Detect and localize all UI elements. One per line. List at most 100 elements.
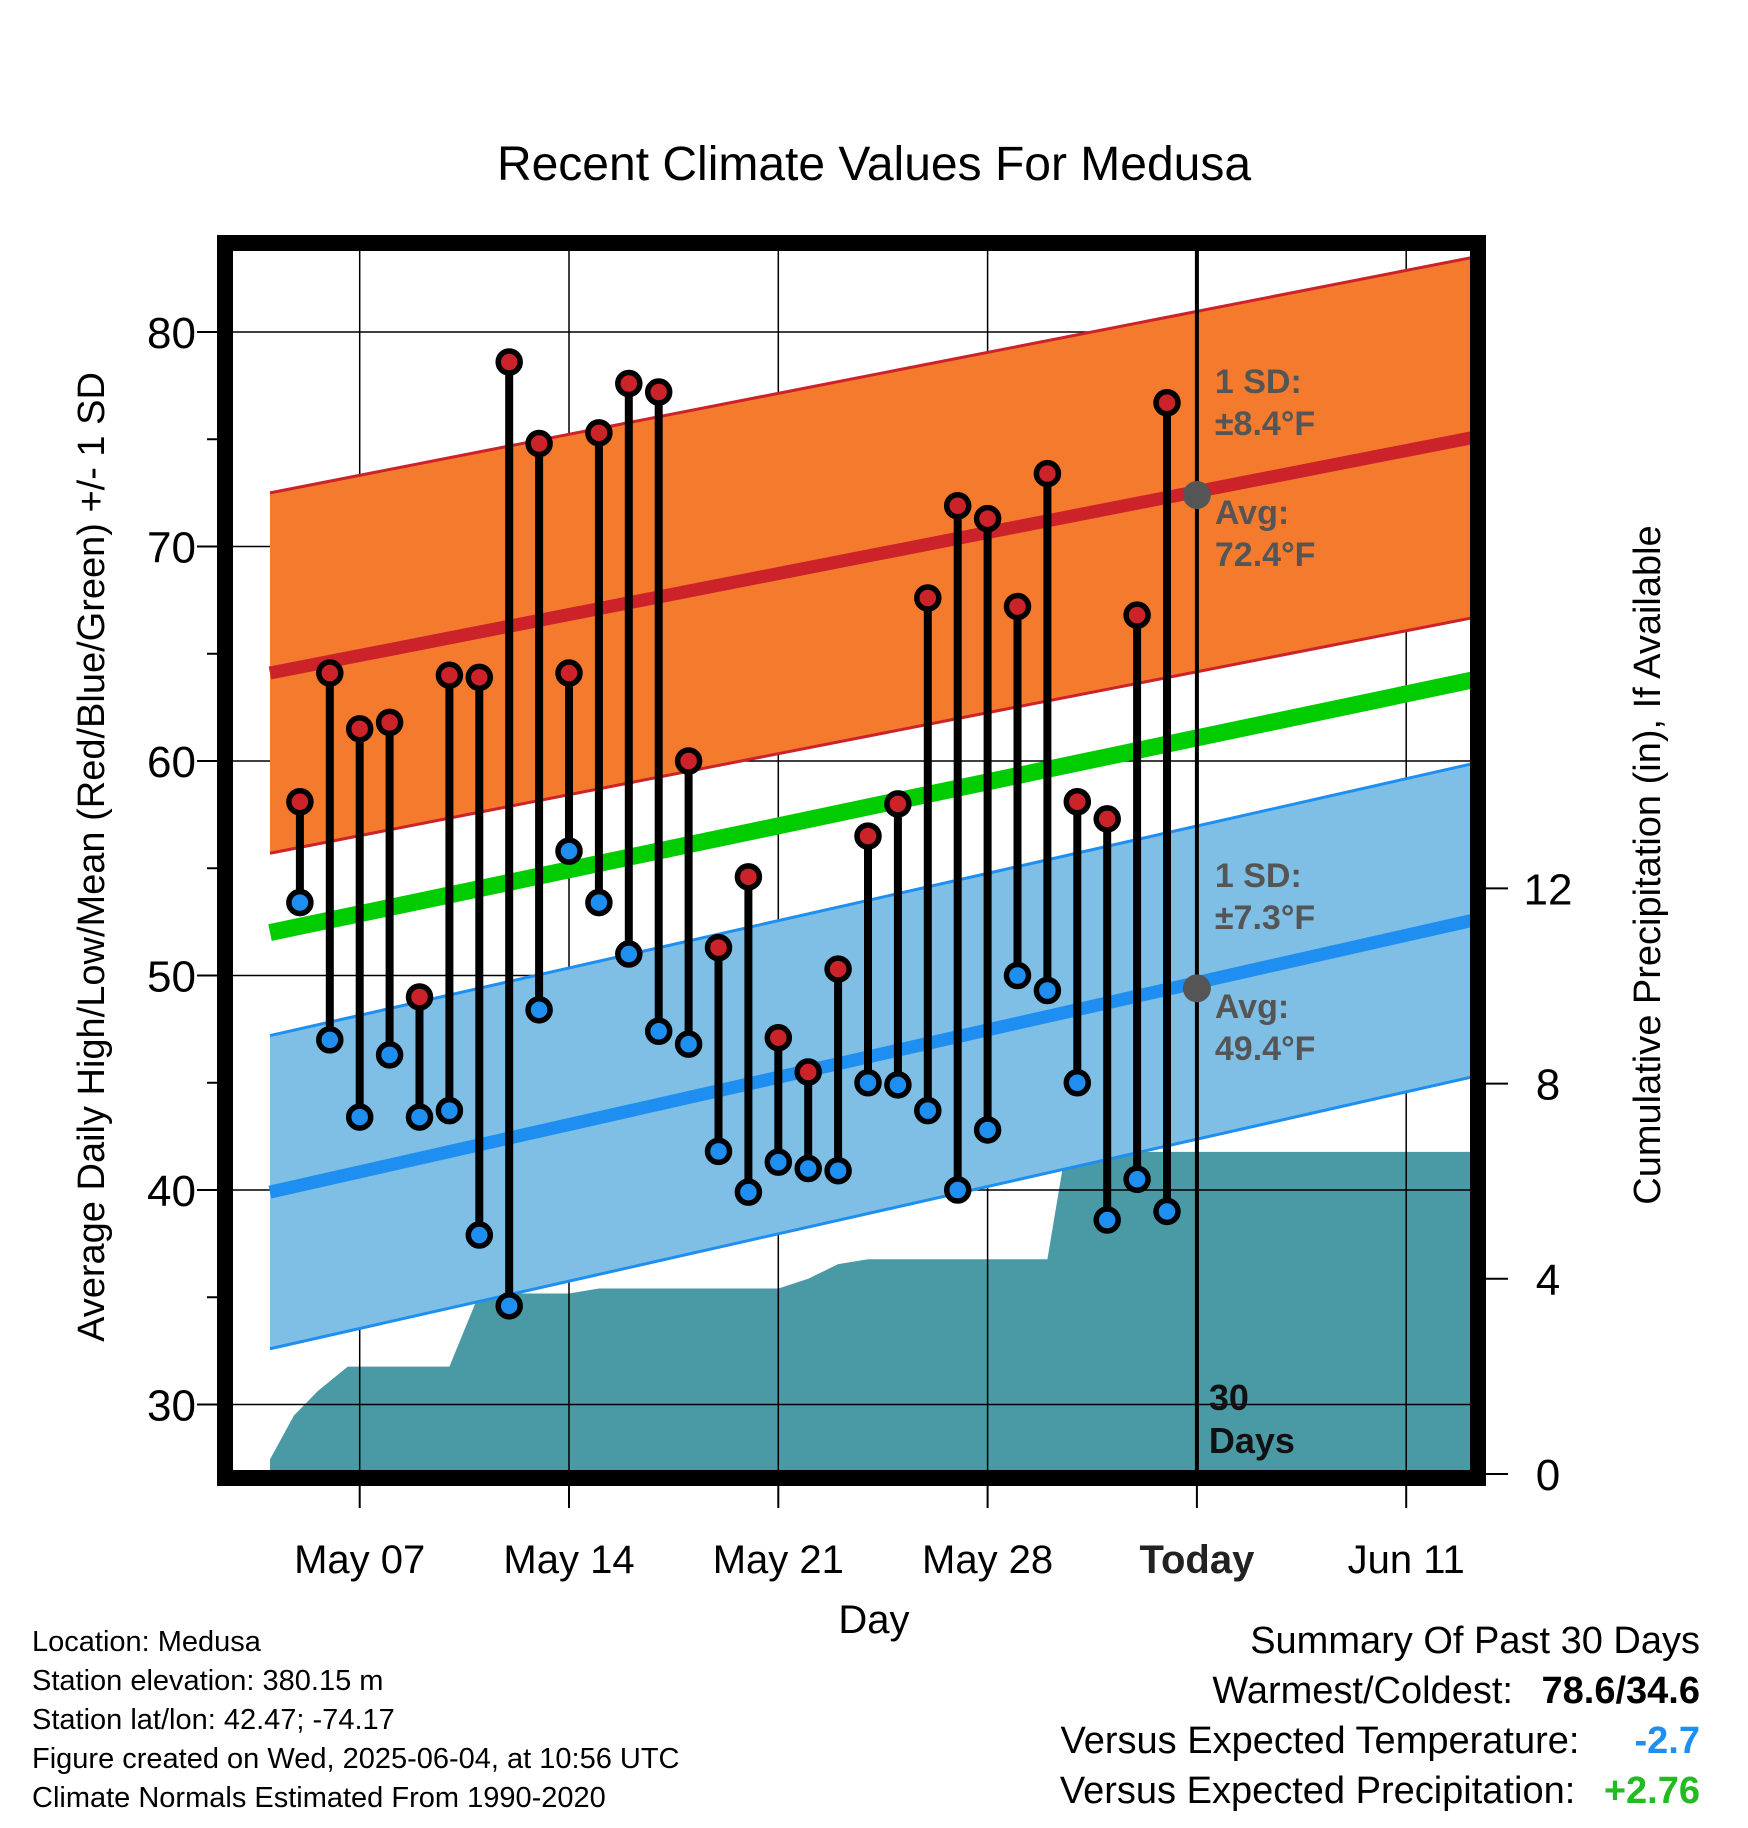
plot-inner — [225, 243, 1478, 1478]
daily-high-dot — [704, 933, 733, 962]
daily-low-dot — [316, 1026, 344, 1054]
high-sd-label: 1 SD: — [1215, 363, 1302, 401]
normal-low-band-lower-edge — [269, 1074, 1476, 1351]
daily-low-dot — [824, 1156, 852, 1185]
x-tick-label: May 28 — [922, 1538, 1053, 1582]
station-location: Location: Medusa — [32, 1626, 261, 1658]
daily-high-dot — [615, 369, 643, 398]
daily-high-dot — [674, 747, 703, 775]
daily-low-dot — [973, 1116, 1002, 1144]
daily-low-dot — [764, 1148, 793, 1176]
x-tick-label: May 21 — [713, 1538, 844, 1582]
today-low-avg-marker — [1182, 974, 1211, 1003]
plot-frame — [217, 235, 1486, 1486]
precip-deviation-value: +2.76 — [1603, 1770, 1700, 1812]
daily-high-dot — [973, 504, 1002, 533]
normal-mean-line — [268, 671, 1477, 941]
daily-high-dot — [405, 983, 434, 1011]
daily-low-dot — [1063, 1069, 1092, 1097]
temp-deviation-value: -2.7 — [1634, 1720, 1700, 1762]
x-tick-label: May 14 — [503, 1538, 634, 1582]
daily-high-dot — [943, 491, 972, 520]
y-left-tick-label: 30 — [147, 1382, 196, 1431]
summary-title: Summary Of Past 30 Days — [1250, 1620, 1700, 1662]
normal-high-band-lower-edge — [269, 615, 1476, 855]
daily-high-dot — [854, 822, 882, 850]
station-info: Location: Medusa Station elevation: 380.… — [32, 1623, 680, 1818]
low-sd-value: ±7.3°F — [1215, 899, 1315, 937]
daily-low-dot — [854, 1069, 882, 1097]
daily-low-dot — [286, 888, 314, 917]
daily-high-dot — [345, 715, 374, 743]
normal-high-band-upper-edge — [269, 255, 1476, 495]
y-right-tick-label: 0 — [1536, 1451, 1560, 1500]
daily-high-dot — [525, 429, 553, 458]
x-axis-label: Day — [838, 1598, 909, 1642]
x-tick-label: May 07 — [294, 1538, 425, 1582]
y-right-tick-label: 8 — [1536, 1061, 1560, 1110]
daily-low-dot — [704, 1137, 733, 1166]
daily-low-dot — [375, 1041, 404, 1069]
summary-panel: Summary Of Past 30 Days Warmest/Coldest:… — [1060, 1616, 1700, 1816]
high-sd-value: ±8.4°F — [1215, 405, 1315, 443]
daily-low-dot — [615, 940, 643, 968]
daily-high-dot — [914, 584, 942, 612]
station-elevation: Station elevation: 380.15 m — [32, 1665, 384, 1697]
y-right-tick-label: 4 — [1536, 1256, 1560, 1305]
low-avg-value: 49.4°F — [1215, 1030, 1316, 1068]
x-tick-label: Jun 11 — [1348, 1538, 1465, 1582]
x-tick-label: Today — [1139, 1538, 1255, 1582]
daily-low-dot — [345, 1103, 374, 1131]
daily-low-dot — [914, 1096, 942, 1125]
daily-high-dot — [465, 663, 494, 692]
y-left-tick-label: 60 — [147, 738, 196, 787]
daily-low-dot — [465, 1221, 494, 1249]
high-avg-value: 72.4°F — [1215, 536, 1316, 574]
daily-high-dot — [286, 788, 314, 816]
climate-normals-note: Climate Normals Estimated From 1990-2020 — [32, 1782, 606, 1814]
summary-temperature: Versus Expected Temperature: -2.7 — [1060, 1716, 1700, 1766]
daily-high-dot — [1063, 788, 1092, 816]
daily-low-dot — [943, 1176, 972, 1204]
daily-low-dot — [1033, 976, 1062, 1005]
days-count-label: 30 — [1209, 1377, 1249, 1418]
daily-low-dot — [495, 1292, 523, 1320]
summary-warm-cold: Warmest/Coldest: 78.6/34.6 — [1060, 1666, 1700, 1716]
daily-high-dot — [1033, 459, 1062, 488]
daily-high-dot — [1003, 592, 1032, 621]
y-right-tick-label: 12 — [1524, 865, 1573, 914]
warm-cold-value: 78.6/34.6 — [1541, 1670, 1700, 1712]
station-latlon: Station lat/lon: 42.47; -74.17 — [32, 1704, 395, 1736]
daily-low-dot — [734, 1178, 763, 1206]
daily-low-dot — [435, 1096, 464, 1125]
normal-low-line — [268, 913, 1477, 1199]
chart-title: Recent Climate Values For Medusa — [497, 138, 1251, 191]
daily-high-dot — [1093, 805, 1121, 833]
low-avg-label: Avg: — [1215, 988, 1289, 1026]
normal-high-line — [268, 430, 1477, 680]
daily-high-dot — [375, 708, 404, 737]
y-left-tick-label: 70 — [147, 524, 196, 573]
daily-low-dot — [525, 996, 553, 1024]
daily-low-dot — [1123, 1165, 1151, 1194]
warm-cold-label: Warmest/Coldest: — [1212, 1670, 1513, 1712]
daily-low-dot — [674, 1030, 703, 1058]
daily-high-dot — [316, 659, 344, 687]
daily-high-dot — [1123, 601, 1151, 629]
precip-area — [270, 1151, 1475, 1478]
today-high-avg-marker — [1182, 481, 1211, 510]
daily-low-dot — [644, 1017, 673, 1046]
daily-high-dot — [824, 955, 852, 983]
daily-high-dot — [764, 1023, 793, 1052]
daily-low-dot — [1093, 1206, 1121, 1234]
low-sd-label: 1 SD: — [1215, 857, 1302, 895]
daily-low-dot — [884, 1071, 912, 1099]
daily-high-dot — [555, 659, 583, 687]
daily-low-dot — [555, 837, 583, 865]
daily-high-dot — [435, 661, 464, 689]
normal-low-band-upper-edge — [269, 761, 1476, 1038]
temp-deviation-label: Versus Expected Temperature: — [1060, 1720, 1580, 1762]
y-left-tick-label: 40 — [147, 1167, 196, 1216]
days-word-label: Days — [1209, 1420, 1295, 1461]
